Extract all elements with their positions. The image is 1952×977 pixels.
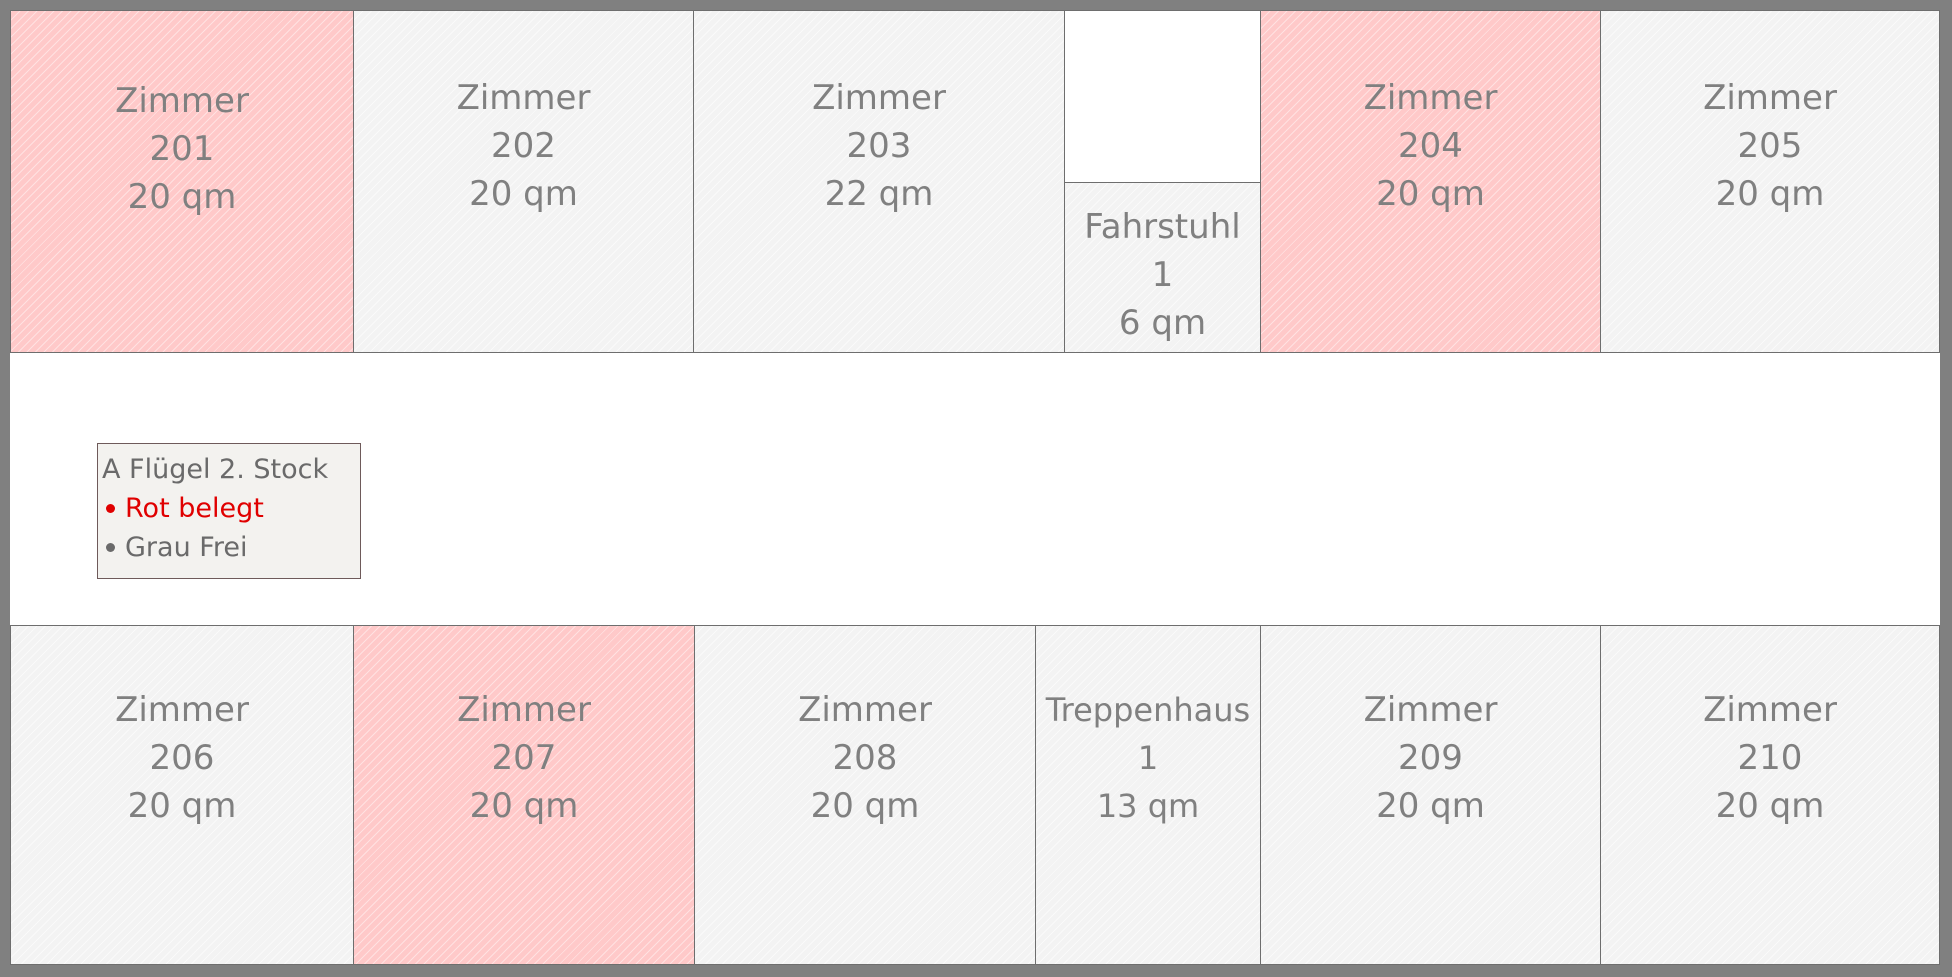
legend-title: A Flügel 2. Stock bbox=[102, 454, 329, 485]
room-number: 202 bbox=[491, 126, 556, 166]
legend-item-occupied: Rot belegt bbox=[102, 489, 356, 528]
room-area: 20 qm bbox=[469, 786, 579, 826]
room-number: 204 bbox=[1398, 126, 1463, 166]
legend-label: Rot belegt bbox=[125, 493, 264, 524]
room-203[interactable]: Zimmer 203 22 qm bbox=[693, 10, 1065, 353]
room-name: Zimmer bbox=[798, 690, 932, 730]
room-area: 20 qm bbox=[1715, 786, 1825, 826]
room-name: Zimmer bbox=[115, 690, 249, 730]
room-name: Zimmer bbox=[1703, 690, 1837, 730]
room-number: 1 bbox=[1137, 739, 1159, 777]
room-name: Zimmer bbox=[812, 78, 946, 118]
room-area: 20 qm bbox=[127, 786, 237, 826]
legend-item-free: Grau Frei bbox=[102, 528, 356, 567]
staircase-1[interactable]: Treppenhaus 1 13 qm bbox=[1035, 625, 1261, 965]
room-area: 20 qm bbox=[1376, 786, 1485, 826]
room-area: 22 qm bbox=[824, 174, 934, 214]
room-area: 20 qm bbox=[1376, 174, 1485, 214]
room-name: Zimmer bbox=[1703, 78, 1837, 118]
room-area: 13 qm bbox=[1096, 787, 1200, 825]
room-area: 6 qm bbox=[1118, 303, 1207, 343]
room-202[interactable]: Zimmer 202 20 qm bbox=[353, 10, 694, 353]
legend-label: Grau Frei bbox=[125, 532, 248, 563]
grey-dot-icon bbox=[106, 543, 115, 552]
unused-space bbox=[1064, 10, 1261, 183]
red-dot-icon bbox=[106, 504, 115, 513]
room-number: 201 bbox=[149, 129, 215, 169]
room-area: 20 qm bbox=[1715, 174, 1825, 214]
room-number: 206 bbox=[149, 738, 215, 778]
room-number: 205 bbox=[1737, 126, 1803, 166]
room-name: Zimmer bbox=[457, 690, 591, 730]
room-name: Zimmer bbox=[456, 78, 591, 118]
elevator-1[interactable]: Fahrstuhl 1 6 qm bbox=[1064, 182, 1261, 353]
room-205[interactable]: Zimmer 205 20 qm bbox=[1600, 10, 1940, 353]
room-207[interactable]: Zimmer 207 20 qm bbox=[353, 625, 695, 965]
room-209[interactable]: Zimmer 209 20 qm bbox=[1260, 625, 1601, 965]
room-204[interactable]: Zimmer 204 20 qm bbox=[1260, 10, 1601, 353]
room-206[interactable]: Zimmer 206 20 qm bbox=[10, 625, 354, 965]
room-210[interactable]: Zimmer 210 20 qm bbox=[1600, 625, 1940, 965]
room-area: 20 qm bbox=[469, 174, 578, 214]
room-name: Treppenhaus bbox=[1045, 691, 1251, 729]
room-name: Zimmer bbox=[1363, 78, 1498, 118]
room-201[interactable]: Zimmer 201 20 qm bbox=[10, 10, 354, 353]
room-area: 20 qm bbox=[127, 177, 237, 217]
room-name: Fahrstuhl bbox=[1084, 207, 1241, 247]
room-name: Zimmer bbox=[1363, 690, 1498, 730]
room-number: 209 bbox=[1398, 738, 1463, 778]
room-number: 210 bbox=[1737, 738, 1803, 778]
room-number: 207 bbox=[491, 738, 557, 778]
room-number: 1 bbox=[1151, 255, 1174, 295]
room-area: 20 qm bbox=[810, 786, 920, 826]
floor-plan-area: Zimmer 201 20 qm Zimmer 202 20 qm Zimmer… bbox=[10, 10, 1940, 965]
legend: A Flügel 2. Stock Rot belegt Grau Frei bbox=[97, 443, 361, 579]
room-number: 203 bbox=[846, 126, 912, 166]
room-208[interactable]: Zimmer 208 20 qm bbox=[694, 625, 1036, 965]
room-number: 208 bbox=[832, 738, 898, 778]
room-name: Zimmer bbox=[115, 81, 249, 121]
